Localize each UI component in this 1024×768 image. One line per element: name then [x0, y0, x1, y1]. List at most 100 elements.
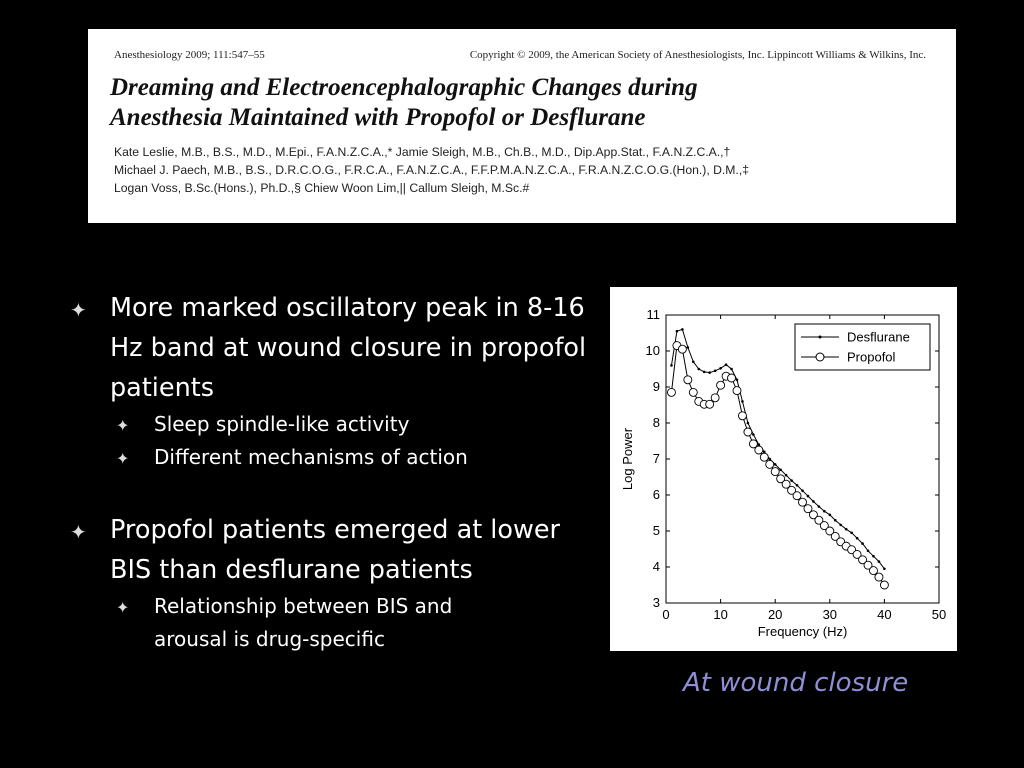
paper-title: Dreaming and Electroencephalographic Cha… [110, 73, 950, 133]
authors-line-1: Kate Leslie, M.B., B.S., M.D., M.Epi., F… [114, 145, 731, 159]
legend-box [794, 323, 931, 371]
data-point-desflurane [812, 500, 815, 503]
data-point-desflurane [741, 400, 744, 403]
data-point-desflurane [735, 378, 739, 382]
data-point-desflurane [866, 549, 870, 553]
data-point-propofol [869, 566, 878, 576]
data-point-desflurane [697, 367, 701, 371]
x-tick-label: 20 [768, 607, 782, 622]
data-point-desflurane [828, 513, 832, 517]
bullet-text: More marked oscillatory peak in 8-16 Hz … [110, 293, 587, 403]
data-point-propofol [688, 387, 698, 397]
data-point-propofol [759, 452, 769, 462]
sub-bullet-item: ✦ Sleep spindle-like activity [116, 408, 600, 441]
copyright-notice: Copyright © 2009, the American Society o… [469, 49, 926, 61]
legend-label: Desflurane [847, 330, 910, 345]
data-point-desflurane [752, 433, 755, 436]
data-point-propofol [825, 526, 835, 536]
data-point-desflurane [784, 473, 788, 477]
data-point-desflurane [686, 346, 690, 349]
data-point-desflurane [719, 366, 722, 370]
x-tick-label: 30 [823, 607, 837, 622]
paper-title-line-2: Anesthesia Maintained with Propofol or D… [110, 104, 646, 131]
data-point-desflurane [861, 542, 864, 545]
data-point-propofol [808, 510, 818, 520]
data-point-propofol [819, 521, 829, 531]
paper-title-line-1: Dreaming and Electroencephalographic Cha… [110, 74, 698, 101]
data-point-desflurane [692, 360, 695, 364]
data-point-desflurane [872, 554, 875, 558]
data-point-propofol [874, 572, 884, 582]
bullet-item: ✦ More marked oscillatory peak in 8-16 H… [70, 288, 600, 408]
data-point-propofol [776, 474, 786, 484]
bullet-star-icon: ✦ [116, 416, 130, 435]
data-point-desflurane [855, 536, 859, 540]
y-tick-label: 7 [653, 451, 660, 466]
data-point-propofol [754, 445, 764, 455]
series-line-desflurane [670, 328, 885, 570]
data-point-desflurane [817, 505, 821, 508]
data-point-propofol [787, 485, 797, 495]
x-tick-label: 40 [877, 607, 891, 622]
data-point-propofol [765, 459, 775, 469]
legend-marker [818, 335, 822, 339]
data-point-propofol [716, 380, 726, 390]
paper-header: Anesthesiology 2009; 111:547–55 Copyrigh… [88, 29, 956, 223]
data-point-desflurane [839, 523, 843, 527]
data-point-desflurane [762, 450, 766, 454]
bullet-list: ✦ More marked oscillatory peak in 8-16 H… [70, 288, 600, 656]
chart-svg: 0 10 20 30 40 50 3 4 5 6 7 8 9 10 11 Frequency (Hz) Log … [620, 307, 946, 639]
data-point-desflurane [768, 457, 772, 461]
x-tick-label: 10 [713, 607, 727, 622]
x-axis-label: Frequency (Hz) [758, 624, 848, 639]
data-point-propofol [677, 344, 687, 354]
data-point-propofol [732, 386, 742, 396]
data-point-desflurane [724, 363, 728, 366]
data-point-propofol [667, 387, 676, 397]
data-point-propofol [852, 549, 862, 559]
data-point-desflurane [850, 531, 853, 535]
data-point-propofol [683, 375, 693, 385]
y-tick-label: 11 [647, 307, 661, 322]
data-point-propofol [798, 497, 807, 507]
legend-label: Propofol [847, 350, 896, 365]
data-point-desflurane [806, 494, 810, 498]
data-point-desflurane [823, 509, 826, 513]
data-point-desflurane [730, 367, 733, 371]
y-tick-label: 10 [646, 343, 660, 358]
data-point-propofol [858, 555, 868, 565]
data-point-desflurane [883, 567, 886, 571]
data-point-propofol [781, 479, 791, 489]
y-tick-label: 8 [653, 415, 660, 430]
y-tick-label: 6 [653, 487, 660, 502]
journal-citation: Anesthesiology 2009; 111:547–55 [114, 49, 265, 61]
sub-bullet-text: Relationship between BIS and arousal is … [154, 594, 453, 651]
data-point-desflurane [681, 328, 684, 331]
legend-marker [815, 352, 825, 362]
data-point-propofol [743, 427, 753, 437]
data-point-propofol [814, 515, 824, 525]
sub-bullet-text: Different mechanisms of action [154, 445, 468, 469]
sub-bullet-item: ✦ Relationship between BIS and arousal i… [116, 590, 484, 656]
data-point-desflurane [757, 443, 761, 446]
data-point-desflurane [790, 479, 793, 482]
authors-line-3: Logan Voss, B.Sc.(Hons.), Ph.D.,§ Chiew … [114, 181, 530, 195]
eeg-spectrum-chart: 0 10 20 30 40 50 3 4 5 6 7 8 9 10 11 Frequency (Hz) Log … [610, 287, 957, 651]
data-point-propofol [830, 531, 840, 541]
chart-caption: At wound closure [683, 668, 909, 698]
data-point-propofol [803, 504, 813, 514]
y-tick-label: 3 [653, 595, 660, 610]
authors-line-2: Michael J. Paech, M.B., B.S., D.R.C.O.G.… [114, 163, 749, 177]
sub-bullet-text: Sleep spindle-like activity [154, 412, 410, 436]
data-point-desflurane [795, 483, 799, 487]
data-point-propofol [879, 580, 889, 590]
data-point-desflurane [844, 527, 848, 531]
bullet-item: ✦ Propofol patients emerged at lower BIS… [70, 510, 600, 590]
data-point-desflurane [708, 371, 711, 374]
bullet-text: Propofol patients emerged at lower BIS t… [110, 515, 561, 585]
data-point-desflurane [773, 463, 777, 466]
x-tick-label: 50 [932, 607, 946, 622]
author-list: Kate Leslie, M.B., B.S., M.D., M.Epi., F… [114, 143, 944, 197]
bullet-star-icon: ✦ [116, 598, 130, 617]
data-point-desflurane [779, 468, 782, 472]
